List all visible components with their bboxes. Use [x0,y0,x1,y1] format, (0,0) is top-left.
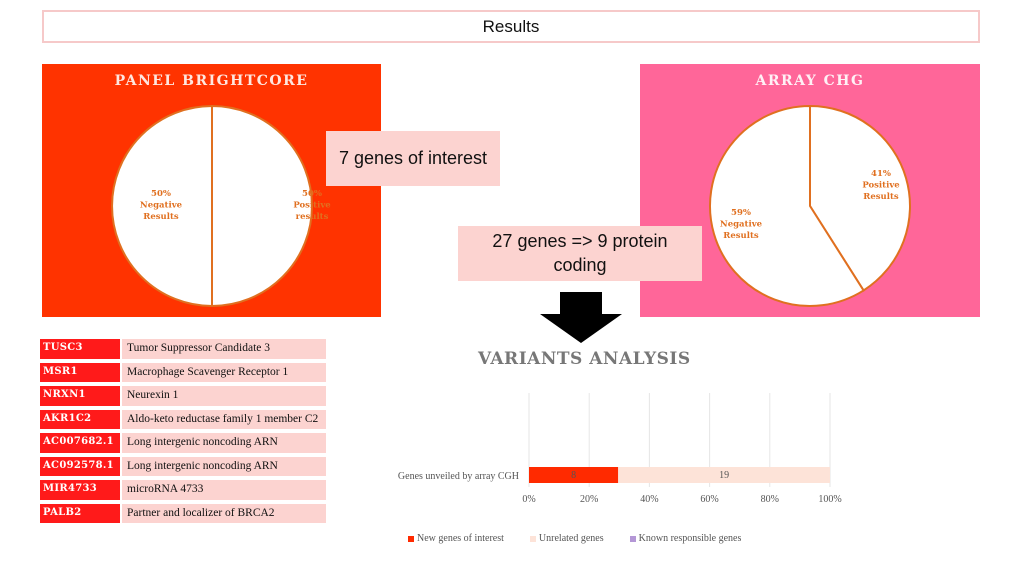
gene-name: Tumor Suppressor Candidate 3 [122,339,326,359]
pie-slice [211,104,313,308]
pie-slice-label: Results [723,231,759,241]
pie-slice-label: Positive [862,181,900,191]
legend-swatch [529,535,536,542]
legend-swatch [408,535,414,542]
category-label: Genes unveiled by array CGH [398,471,519,482]
pie-slice-label: Negative [720,220,763,230]
pie-slice-label: 41% [871,169,891,179]
legend-label: Known responsible genes [638,533,742,544]
gene-symbol: TUSC3 [40,339,120,359]
gene-row: AC092578.1 Long intergenic noncoding ARN [40,456,326,477]
gene-row: AKR1C2 Aldo-keto reductase family 1 membe… [40,409,326,430]
bar-data-label: 8 [571,470,576,481]
gene-row: AC007682.1 Long intergenic noncoding ARN [40,433,326,453]
pie-slice-label: 50% [302,189,322,199]
gene-name: Macrophage Scavenger Receptor 1 [122,362,326,383]
chart-legend: New genes of interest Unrelated genes Know… [408,533,741,544]
legend-label: New genes of interest [417,533,504,544]
x-tick-label: 20% [580,494,598,505]
panel-array-chg: ARRAY CHG 41% Positive Results 59% Negative R… [640,64,980,317]
x-tick-label: 40% [640,494,658,505]
pie-slice-label: Positive [293,201,331,211]
gene-row: TUSC3 Tumor Suppressor Candidate 3 [40,339,326,359]
gene-name: Long intergenic noncoding ARN [122,433,326,453]
genes-of-interest-callout: 7 genes of interest [326,131,500,186]
gene-name: Aldo-keto reductase family 1 member C2 [122,409,326,430]
panel-array-chg-title: ARRAY CHG [755,73,865,89]
pie-slice-label: Results [143,212,179,222]
legend-item: Unrelated genes [529,533,604,544]
gene-symbol: NRXN1 [40,386,120,406]
panel-brightcore: PANEL BRIGHTCORE 50% Positive results 50% Ne… [42,64,381,317]
gene-row: NRXN1 Neurexin 1 [40,386,326,406]
pie-slice-label: results [296,212,329,222]
gene-name: microRNA 4733 [122,480,326,500]
gene-symbol: AC007682.1 [40,433,120,453]
pie-slice-label: 59% [731,208,751,218]
bar-segment [618,467,830,483]
gene-name: Neurexin 1 [122,386,326,406]
x-tick-label: 60% [700,494,718,505]
bar-segment [529,467,619,483]
legend-item: New genes of interest [408,533,504,544]
gene-table: TUSC3 Tumor Suppressor Candidate 3 MSR1 Mac… [40,339,326,527]
gene-row: MSR1 Macrophage Scavenger Receptor 1 [40,362,326,383]
variants-analysis-title: VARIANTS ANALYSIS [478,349,691,369]
pie-slice-label: Results [863,192,899,202]
gene-row: MIR4733 microRNA 4733 [40,480,326,500]
pie-slice [709,104,865,307]
protein-coding-callout: 27 genes => 9 protein coding [458,226,702,281]
panel-brightcore-title: PANEL BRIGHTCORE [114,73,309,89]
gene-symbol: PALB2 [40,503,120,524]
gene-row: PALB2 Partner and localizer of BRCA2 [40,503,326,524]
gene-symbol: AC092578.1 [40,456,120,477]
gene-symbol: MSR1 [40,362,120,383]
gene-name: Long intergenic noncoding ARN [122,456,326,477]
variants-bar-chart: 0% 20% 40% 60% 80% 100% Genes unveiled by arra… [398,393,842,505]
x-tick-label: 0% [522,494,535,505]
arrow-down-icon [540,292,622,343]
bar-data-label: 19 [719,470,729,481]
pie-slice [111,104,213,308]
pie-slice-label: 50% [151,189,171,199]
slide-title: Results [42,10,980,43]
gene-symbol: AKR1C2 [40,409,120,430]
gene-symbol: MIR4733 [40,480,120,500]
legend-label: Unrelated genes [538,533,604,544]
legend-swatch [629,535,636,542]
x-tick-label: 100% [818,494,841,505]
pie-slice-label: Negative [140,201,183,211]
gene-name: Partner and localizer of BRCA2 [122,503,326,524]
x-tick-label: 80% [761,494,779,505]
legend-item: Known responsible genes [629,533,742,544]
